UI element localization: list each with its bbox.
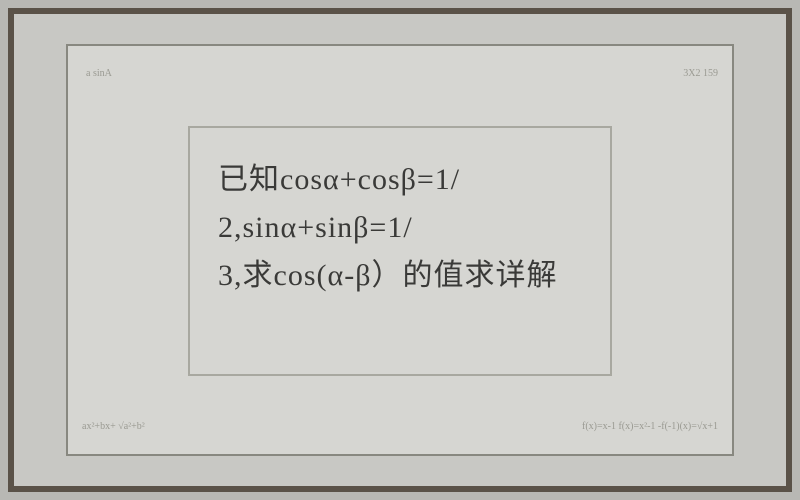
problem-line-2: 2,sinα+sinβ=1/ (218, 204, 557, 252)
chalkboard-surface: a sinA ax²+bx+ √a²+b² 3X2 159 f(x)=x-1 f… (66, 44, 734, 456)
problem-line-1: 已知cosα+cosβ=1/ (218, 156, 557, 204)
decoration-bottom-right: f(x)=x-1 f(x)=x²-1 -f(-1)(x)=√x+1 (582, 421, 718, 432)
problem-line-3: 3,求cos(α-β）的值求详解 (218, 252, 557, 300)
math-problem: 已知cosα+cosβ=1/ 2,sinα+sinβ=1/ 3,求cos(α-β… (218, 156, 557, 300)
chalkboard-frame: a sinA ax²+bx+ √a²+b² 3X2 159 f(x)=x-1 f… (8, 8, 792, 492)
decoration-bottom-left: ax²+bx+ √a²+b² (82, 421, 145, 432)
decoration-top-left: a sinA (86, 68, 112, 79)
decoration-top-right: 3X2 159 (683, 68, 718, 79)
